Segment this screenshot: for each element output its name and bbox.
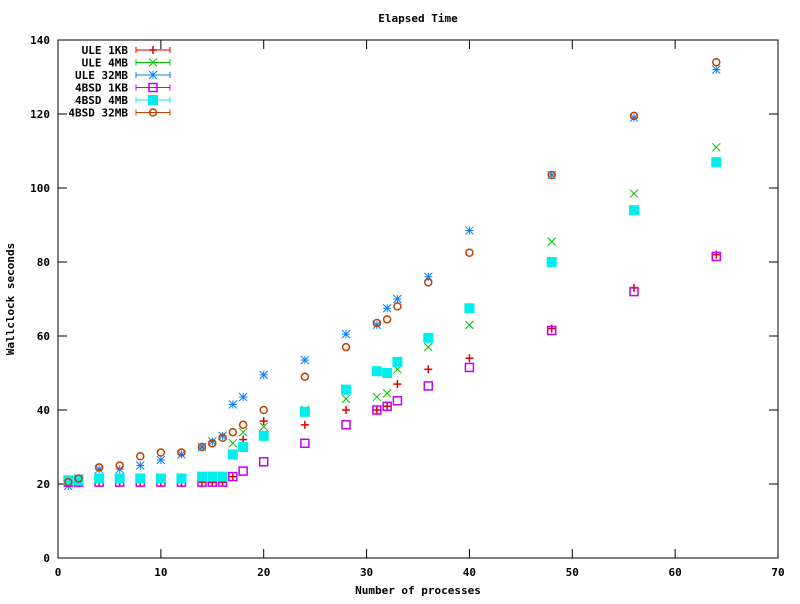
series-ule-1kb bbox=[64, 250, 721, 487]
y-axis-label: Wallclock seconds bbox=[4, 243, 17, 356]
y-tick-label: 100 bbox=[30, 182, 50, 195]
y-tick-label: 120 bbox=[30, 108, 50, 121]
x-tick-label: 0 bbox=[55, 566, 62, 579]
data-points bbox=[63, 57, 722, 491]
x-tick-label: 70 bbox=[771, 566, 784, 579]
series-ule-4mb bbox=[63, 142, 721, 485]
chart-title: Elapsed Time bbox=[378, 12, 458, 25]
y-tick-label: 20 bbox=[37, 478, 50, 491]
x-tick-label: 60 bbox=[669, 566, 682, 579]
x-axis-label: Number of processes bbox=[355, 584, 481, 597]
series-4bsd-32mb bbox=[64, 57, 721, 487]
y-tick-label: 40 bbox=[37, 404, 50, 417]
y-tick-label: 0 bbox=[43, 552, 50, 565]
legend-label: ULE 4MB bbox=[82, 57, 129, 70]
x-tick-label: 20 bbox=[257, 566, 270, 579]
x-tick-label: 50 bbox=[566, 566, 579, 579]
legend-label: 4BSD 32MB bbox=[68, 107, 128, 120]
legend-label: ULE 1KB bbox=[82, 44, 129, 57]
series-4bsd-1kb bbox=[63, 251, 722, 487]
x-tick-label: 30 bbox=[360, 566, 373, 579]
series-ule-32mb bbox=[63, 65, 721, 491]
y-tick-label: 140 bbox=[30, 34, 50, 47]
x-tick-label: 40 bbox=[463, 566, 476, 579]
y-tick-label: 80 bbox=[37, 256, 50, 269]
x-tick-label: 10 bbox=[154, 566, 167, 579]
legend-label: ULE 32MB bbox=[75, 69, 128, 82]
legend-label: 4BSD 4MB bbox=[75, 94, 128, 107]
legend-label: 4BSD 1KB bbox=[75, 82, 128, 95]
axes: 0 10 20 30 40 50 60 70 0 20 40 60 80 100 120 140 bbox=[30, 34, 785, 579]
plot-frame bbox=[57, 39, 779, 559]
y-tick-label: 60 bbox=[37, 330, 50, 343]
series-4bsd-4mb bbox=[63, 157, 722, 486]
